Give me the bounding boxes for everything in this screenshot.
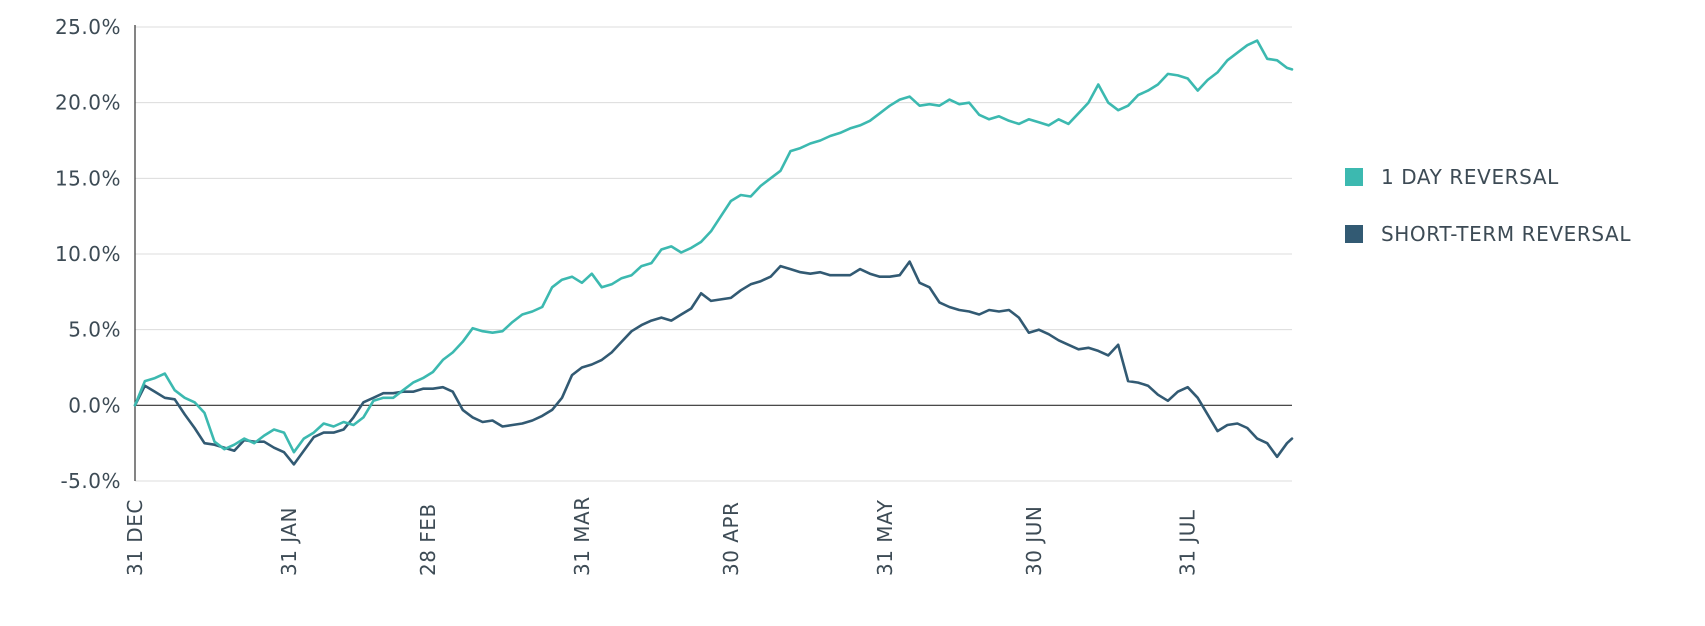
y-tick-label: 20.0% [55, 91, 121, 115]
legend: 1 DAY REVERSAL SHORT-TERM REVERSAL [1345, 165, 1631, 246]
y-tick-label: 5.0% [68, 318, 121, 342]
series-lines [133, 39, 1294, 466]
x-tick-label: 28 FEB [416, 503, 440, 576]
y-tick-label: 10.0% [55, 242, 121, 266]
y-tick-label: 25.0% [55, 15, 121, 39]
gridlines [135, 26, 1292, 482]
legend-swatch-1-day-reversal [1345, 168, 1363, 186]
x-tick-labels: 31 DEC 31 JAN 28 FEB 31 MAR 30 APR 31 MAY 30 J… [123, 496, 1200, 576]
series-line-1-day-reversal [133, 39, 1294, 454]
legend-label-1-day-reversal: 1 DAY REVERSAL [1381, 165, 1559, 189]
y-tick-label: 0.0% [68, 393, 121, 417]
x-tick-label: 30 APR [719, 502, 743, 576]
x-tick-label: 30 JUN [1022, 506, 1046, 576]
x-tick-label: 31 DEC [123, 499, 147, 576]
x-tick-label: 31 JAN [277, 507, 301, 576]
x-tick-label: 31 MAY [873, 499, 897, 576]
y-tick-label: 15.0% [55, 166, 121, 190]
y-tick-label: -5.0% [60, 469, 121, 493]
x-tick-label: 31 MAR [570, 496, 594, 576]
x-tick-label: 31 JUL [1176, 509, 1200, 576]
series-line-short-term-reversal [133, 260, 1294, 466]
y-tick-labels: 25.0% 20.0% 15.0% 10.0% 5.0% 0.0% -5.0% [55, 15, 121, 493]
axes [134, 25, 1292, 481]
legend-swatch-short-term-reversal [1345, 225, 1363, 243]
legend-label-short-term-reversal: SHORT-TERM REVERSAL [1381, 222, 1631, 246]
